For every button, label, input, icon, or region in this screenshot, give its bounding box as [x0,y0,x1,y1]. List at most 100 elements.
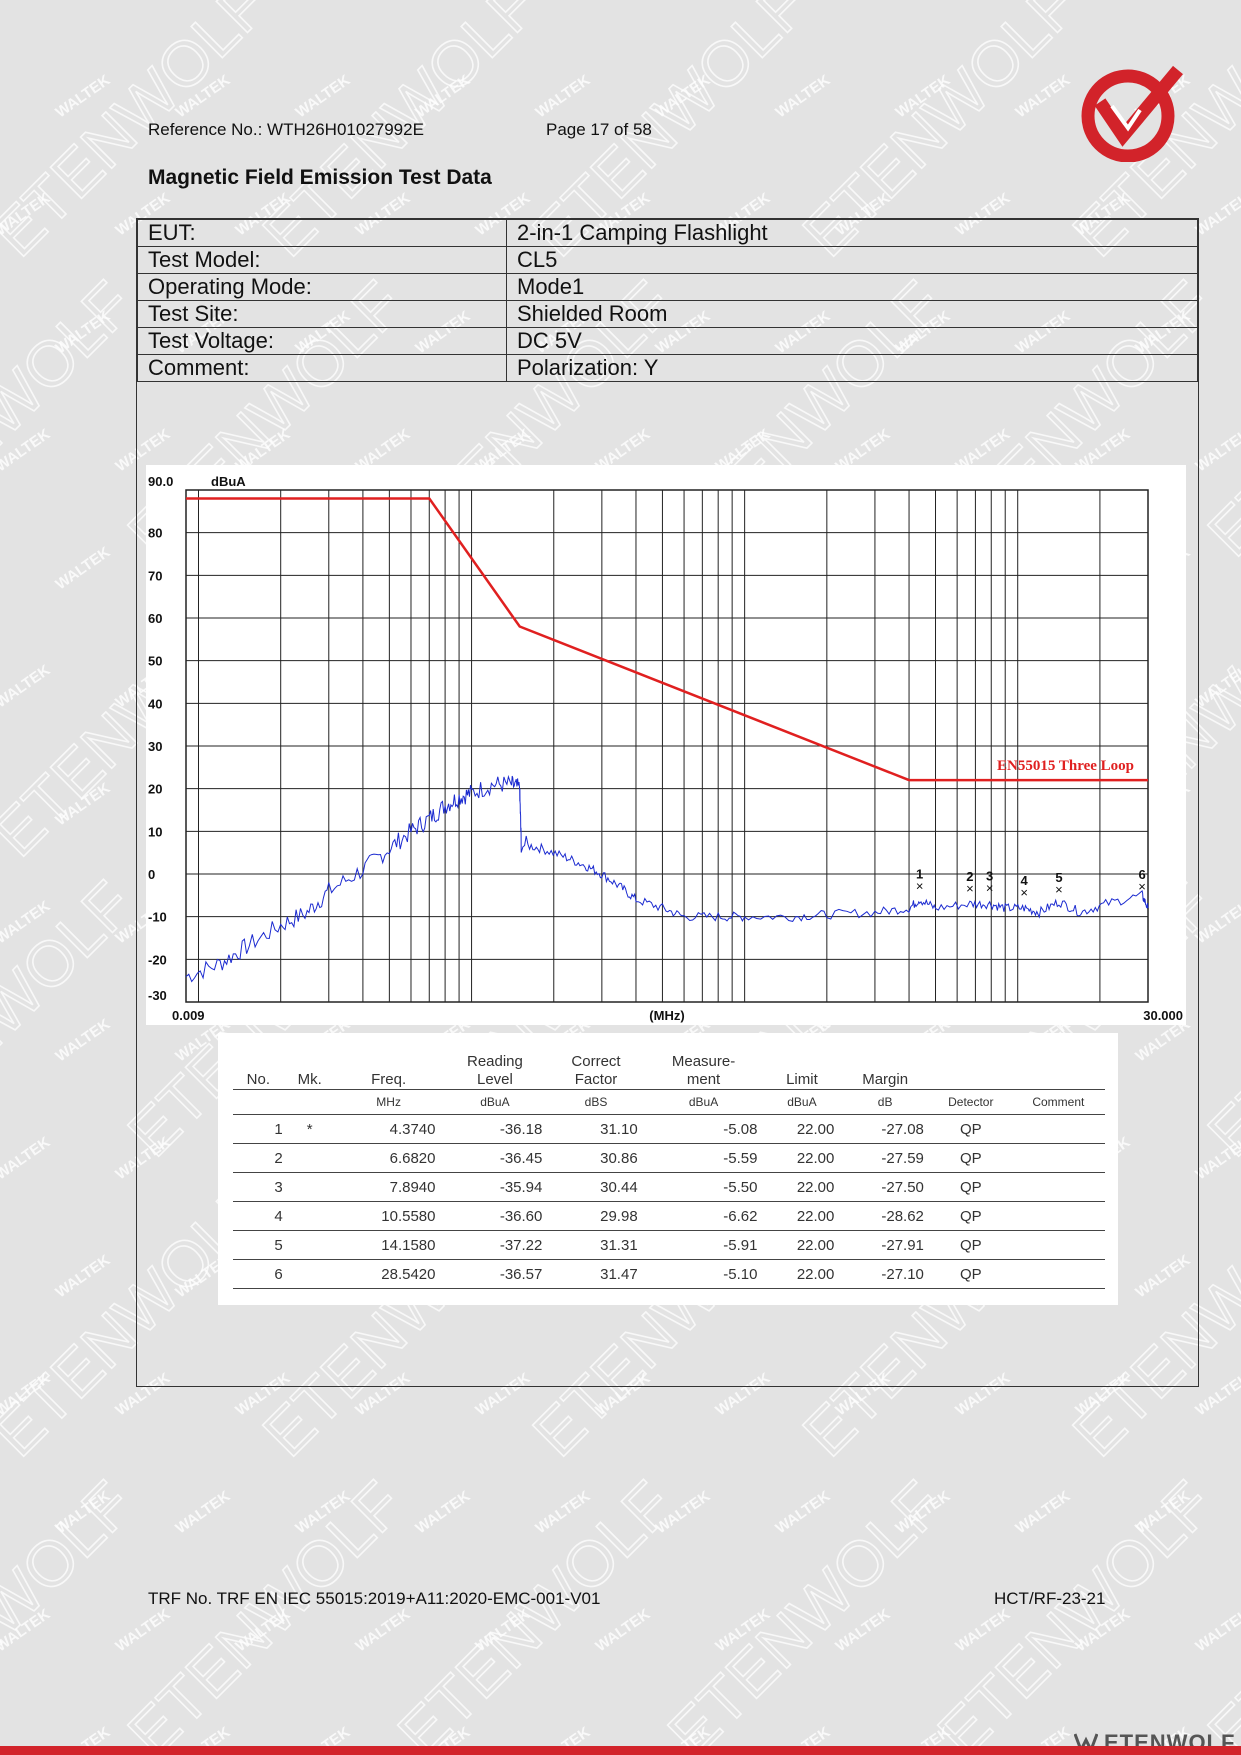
y-axis-unit: dBuA [211,474,246,489]
column-header: Measure-ment [671,1053,736,1088]
table-cell: QP [929,1172,1012,1202]
watermark-text: WALTEK [53,72,114,122]
table-cell: -35.94 [441,1172,549,1202]
watermark-text: WALTEK [293,72,354,122]
table-cell: QP [929,1259,1012,1289]
y-tick-label: 90.0 [148,474,173,489]
table-cell: 22.00 [763,1230,841,1260]
reference-number: Reference No.: WTH26H01027992E [148,120,424,139]
marker-cross: × [1055,882,1063,897]
table-cell: -37.22 [441,1230,549,1260]
column-header: Margin [862,1071,909,1088]
table-cell: 29.98 [548,1201,644,1231]
plot-border [185,489,1149,1003]
watermark-text: WALTEK [0,1606,53,1656]
watermark-text: WALTEK [353,1606,414,1656]
watermark-text: WALTEK [53,780,114,830]
watermark-text: WALTEK [293,1488,354,1538]
table-cell: 2 [233,1143,284,1173]
table-cell [283,1230,336,1260]
test-data-frame: EUT: 2-in-1 Camping Flashlight Test Model… [136,218,1199,1387]
table-cell [1011,1201,1105,1231]
table-cell: 30.86 [548,1143,644,1173]
info-row-voltage: Test Voltage: DC 5V [137,327,1198,355]
column-unit [283,1089,336,1115]
y-tick-label: 10 [148,824,162,839]
table-cell: 7.8940 [335,1172,442,1202]
table-cell: -36.45 [441,1143,549,1173]
watermark-text: WALTEK [1193,0,1241,3]
y-tick-label: 40 [148,696,162,711]
watermark-text: WALTEK [1193,1134,1241,1184]
marker-cross: × [1020,885,1028,900]
table-cell: QP [929,1230,1012,1260]
marker-label: 3 [986,868,993,883]
watermark-text: ETENWOLF [0,868,146,1170]
table-cell: -5.08 [643,1114,764,1144]
column-header: Correct Factor [571,1053,621,1088]
column-unit: dBuA [643,1089,764,1115]
watermark-text: ETENWOLF [654,1468,956,1755]
y-tick-label: 0 [148,867,155,882]
watermark-text: WALTEK [53,1488,114,1538]
y-tick-label: 30 [148,739,162,754]
watermark-text: ETENWOLF [0,0,11,270]
watermark-text: WALTEK [1193,1370,1241,1420]
table-cell: -27.59 [840,1143,930,1173]
table-cell: -5.50 [643,1172,764,1202]
table-cell: -27.91 [840,1230,930,1260]
watermark-text: WALTEK [893,1488,954,1538]
table-cell: -36.60 [441,1201,549,1231]
waltek-check-logo [1081,65,1183,162]
info-row-site: Test Site: Shielded Room [137,300,1198,328]
watermark-text: WALTEK [1073,1606,1134,1656]
watermark-text: WALTEK [0,1370,53,1420]
watermark-text: WALTEK [53,544,114,594]
column-unit: dB [840,1089,930,1115]
watermark-text: ETENWOLF [0,1168,11,1470]
column-header: Mk. [297,1071,322,1088]
watermark-text: WALTEK [653,1488,714,1538]
marker-label: 1 [916,867,923,882]
watermark-text: WALTEK [0,662,53,712]
column-header: Freq. [371,1071,407,1088]
watermark-text: WALTEK [593,0,654,3]
emission-chart-svg: 90.0 80 70 60 50 40 30 20 10 0 -10 -20 -30 dBuA 0.009 3… [148,474,1183,1023]
column-header: No. [246,1071,270,1088]
table-cell: QP [929,1201,1012,1231]
table-cell: 22.00 [763,1143,841,1173]
table-cell: -6.62 [643,1201,764,1231]
table-row: 5 14.1580 -37.22 31.31 -5.91 22.00 -27.91 QP [233,1230,1105,1260]
table-cell: -36.18 [441,1114,549,1144]
table-cell: 22.00 [763,1201,841,1231]
watermark-text: WALTEK [113,1606,174,1656]
watermark-text: WALTEK [53,308,114,358]
column-unit: Detector [929,1089,1012,1115]
table-cell: 22.00 [763,1172,841,1202]
watermark-text: WALTEK [1193,898,1241,948]
watermark-text: WALTEK [1133,1488,1194,1538]
column-unit: dBuA [763,1089,841,1115]
table-cell [283,1172,336,1202]
table-cell: 4.3740 [335,1114,442,1144]
column-unit: Comment [1011,1089,1105,1115]
info-row-comment: Comment: Polarization: Y [137,354,1198,382]
table-cell: 10.5580 [335,1201,442,1231]
table-cell: -5.59 [643,1143,764,1173]
table-cell: 28.5420 [335,1259,442,1289]
watermark-text: WALTEK [233,0,294,3]
table-row: 1 * 4.3740 -36.18 31.10 -5.08 22.00 -27.08 QP [233,1114,1105,1144]
watermark-text: WALTEK [173,72,234,122]
page-title: Magnetic Field Emission Test Data [148,166,492,189]
table-cell: 22.00 [763,1114,841,1144]
watermark-text: WALTEK [953,1606,1014,1656]
info-row-model: Test Model: CL5 [137,246,1198,274]
watermark-text: ETENWOLF [114,1468,416,1755]
table-cell [1011,1143,1105,1173]
y-tick-label: 20 [148,782,162,797]
watermark-text: WALTEK [533,72,594,122]
form-code: HCT/RF-23-21 [994,1589,1106,1608]
watermark-text: WALTEK [0,1134,53,1184]
watermark-text: WALTEK [1013,1488,1074,1538]
watermark-text: WALTEK [413,1488,474,1538]
